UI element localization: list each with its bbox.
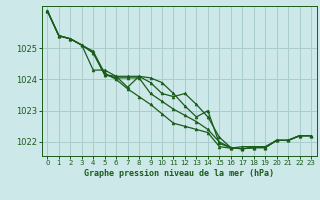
X-axis label: Graphe pression niveau de la mer (hPa): Graphe pression niveau de la mer (hPa): [84, 169, 274, 178]
